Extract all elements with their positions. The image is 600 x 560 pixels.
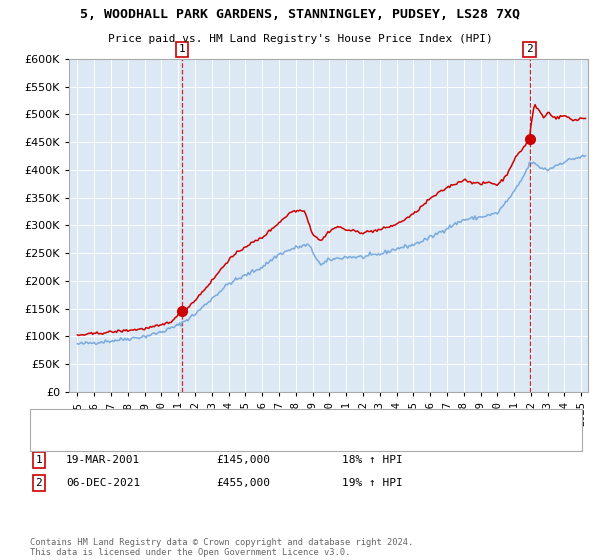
Text: 19% ↑ HPI: 19% ↑ HPI (342, 478, 403, 488)
Text: 5, WOODHALL PARK GARDENS, STANNINGLEY, PUDSEY, LS28 7XQ (detached house): 5, WOODHALL PARK GARDENS, STANNINGLEY, P… (75, 413, 507, 423)
Text: Price paid vs. HM Land Registry's House Price Index (HPI): Price paid vs. HM Land Registry's House … (107, 34, 493, 44)
Text: Contains HM Land Registry data © Crown copyright and database right 2024.
This d: Contains HM Land Registry data © Crown c… (30, 538, 413, 557)
Text: 06-DEC-2021: 06-DEC-2021 (66, 478, 140, 488)
Text: £145,000: £145,000 (216, 455, 270, 465)
Text: £455,000: £455,000 (216, 478, 270, 488)
Text: HPI: Average price, detached house, Leeds: HPI: Average price, detached house, Leed… (75, 431, 321, 441)
Text: 2: 2 (526, 44, 533, 54)
Text: 19-MAR-2001: 19-MAR-2001 (66, 455, 140, 465)
Text: 1: 1 (178, 44, 185, 54)
Text: 2: 2 (35, 478, 43, 488)
Text: 18% ↑ HPI: 18% ↑ HPI (342, 455, 403, 465)
Text: 1: 1 (35, 455, 43, 465)
Text: 5, WOODHALL PARK GARDENS, STANNINGLEY, PUDSEY, LS28 7XQ: 5, WOODHALL PARK GARDENS, STANNINGLEY, P… (80, 8, 520, 21)
